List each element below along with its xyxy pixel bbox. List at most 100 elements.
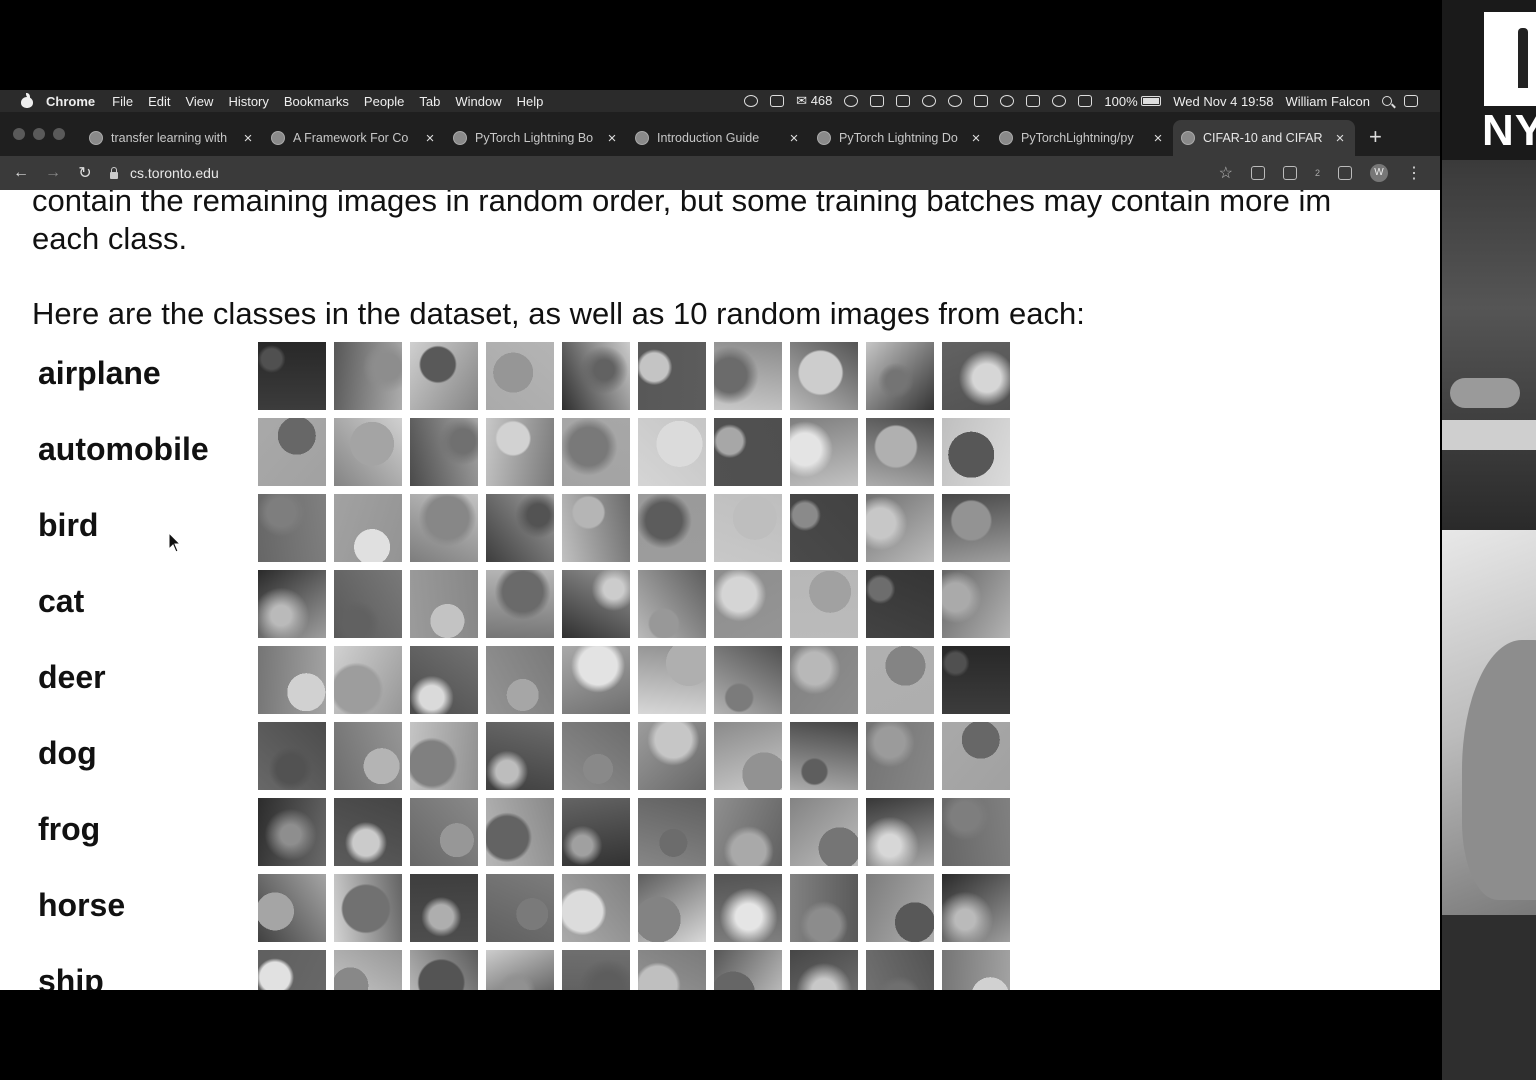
class-sample-image <box>790 494 858 562</box>
bluetooth-icon[interactable] <box>1000 95 1015 107</box>
menu-file[interactable]: File <box>112 93 134 109</box>
minimize-window-button[interactable] <box>33 128 45 140</box>
class-sample-image <box>486 494 554 562</box>
class-sample-image <box>410 646 478 714</box>
macos-menu-bar: Chrome File Edit View History Bookmarks … <box>0 90 1440 112</box>
class-sample-image <box>334 418 402 486</box>
glasses-icon[interactable] <box>948 95 963 107</box>
class-sample-image <box>562 646 630 714</box>
menu-bookmarks[interactable]: Bookmarks <box>283 93 349 109</box>
forward-button[interactable]: → <box>45 164 61 181</box>
class-sample-image <box>638 874 706 942</box>
class-label: ship <box>38 963 104 990</box>
class-label: cat <box>38 583 85 619</box>
menu-tab[interactable]: Tab <box>419 93 441 109</box>
class-sample-image <box>258 722 326 790</box>
intro-paragraph: contain the remaining images in random o… <box>32 190 1331 258</box>
maximize-window-button[interactable] <box>53 128 65 140</box>
airplay-icon[interactable] <box>974 95 989 107</box>
nyu-logo-text: NY <box>1482 106 1536 155</box>
menu-people[interactable]: People <box>363 93 405 109</box>
extension-badge[interactable]: 2 <box>1314 168 1320 178</box>
class-sample-image <box>562 418 630 486</box>
class-sample-image <box>486 570 554 638</box>
bookmark-star-icon[interactable]: ☆ <box>1218 165 1233 182</box>
close-tab-icon[interactable]: × <box>243 129 253 147</box>
dropbox-icon[interactable] <box>770 95 785 107</box>
back-button[interactable]: ← <box>13 164 29 181</box>
tab-strip: transfer learning with × A Framework For C… <box>0 112 1440 156</box>
profile-avatar[interactable]: W <box>1370 164 1388 182</box>
class-sample-image <box>942 646 1010 714</box>
intro-line-2: each class. <box>32 221 188 256</box>
control-center-icon[interactable] <box>1404 95 1418 107</box>
class-sample-image <box>866 570 934 638</box>
battery-status[interactable]: 100% <box>1104 94 1162 109</box>
menu-view[interactable]: View <box>185 93 214 109</box>
browser-tab[interactable]: PyTorch Lightning Bo × <box>445 120 627 156</box>
volume-icon[interactable] <box>1078 95 1093 107</box>
lightning-icon <box>635 131 649 145</box>
browser-tab[interactable]: transfer learning with × <box>81 120 263 156</box>
browser-tab[interactable]: PyTorch Lightning Do × <box>809 120 991 156</box>
puzzle-extensions-icon[interactable] <box>1338 166 1352 180</box>
class-sample-image <box>486 798 554 866</box>
wifi-icon[interactable] <box>1052 95 1067 107</box>
apple-icon[interactable] <box>20 93 34 108</box>
reload-button[interactable]: ↻ <box>78 165 92 182</box>
lock-icon[interactable] <box>110 166 118 179</box>
browser-tab[interactable]: A Framework For Co × <box>263 120 445 156</box>
class-sample-image <box>714 342 782 410</box>
class-sample-image <box>562 494 630 562</box>
new-tab-button[interactable]: + <box>1369 124 1382 149</box>
class-sample-image <box>258 342 326 410</box>
creative-cloud-icon[interactable] <box>844 95 859 107</box>
class-sample-image <box>714 646 782 714</box>
webcam-overlay: NY <box>1442 0 1536 1080</box>
close-tab-icon[interactable]: × <box>971 129 981 147</box>
menu-history[interactable]: History <box>228 93 269 109</box>
menu-help[interactable]: Help <box>516 93 544 109</box>
class-sample-image <box>258 418 326 486</box>
class-sample-image <box>790 342 858 410</box>
class-sample-image <box>790 418 858 486</box>
class-sample-image <box>334 950 402 990</box>
window-controls <box>13 128 65 140</box>
notification-icon[interactable] <box>744 95 759 107</box>
browser-tab[interactable]: CIFAR-10 and CIFAR × <box>1173 120 1355 156</box>
web-page: contain the remaining images in random o… <box>0 190 1440 990</box>
nyu-logo-icon <box>1484 12 1536 106</box>
class-sample-image <box>790 570 858 638</box>
clock[interactable]: Wed Nov 4 19:58 <box>1173 93 1274 109</box>
class-sample-image <box>638 722 706 790</box>
user-name[interactable]: William Falcon <box>1285 93 1370 109</box>
class-label: horse <box>38 887 126 923</box>
class-label: automobile <box>38 431 209 467</box>
audio-icon[interactable] <box>870 95 885 107</box>
extension-lock-icon[interactable] <box>1282 166 1297 180</box>
chrome-menu-icon[interactable]: ⋮ <box>1406 165 1422 182</box>
keyboard-icon[interactable] <box>1026 95 1041 107</box>
close-window-button[interactable] <box>13 128 25 140</box>
extension-pen-icon[interactable] <box>1250 166 1265 180</box>
close-tab-icon[interactable]: × <box>1335 129 1345 147</box>
class-sample-image <box>562 874 630 942</box>
menu-edit[interactable]: Edit <box>148 93 171 109</box>
close-tab-icon[interactable]: × <box>425 129 435 147</box>
spotlight-search-icon[interactable] <box>1382 96 1392 106</box>
mail-status[interactable]: ✉ 468 <box>796 93 833 108</box>
browser-tab[interactable]: PyTorchLightning/py × <box>991 120 1173 156</box>
menu-window[interactable]: Window <box>455 93 502 109</box>
browser-tab[interactable]: Introduction Guide × <box>627 120 809 156</box>
close-tab-icon[interactable]: × <box>607 129 617 147</box>
menu-app-chrome[interactable]: Chrome <box>46 93 96 109</box>
class-sample-image <box>638 646 706 714</box>
class-sample-image <box>562 722 630 790</box>
bi-icon[interactable] <box>896 95 911 107</box>
close-tab-icon[interactable]: × <box>1153 129 1163 147</box>
moon-icon[interactable] <box>922 95 937 107</box>
address-bar[interactable]: cs.toronto.edu <box>110 160 1219 186</box>
class-sample-image <box>562 570 630 638</box>
close-tab-icon[interactable]: × <box>789 129 799 147</box>
class-sample-image <box>410 874 478 942</box>
